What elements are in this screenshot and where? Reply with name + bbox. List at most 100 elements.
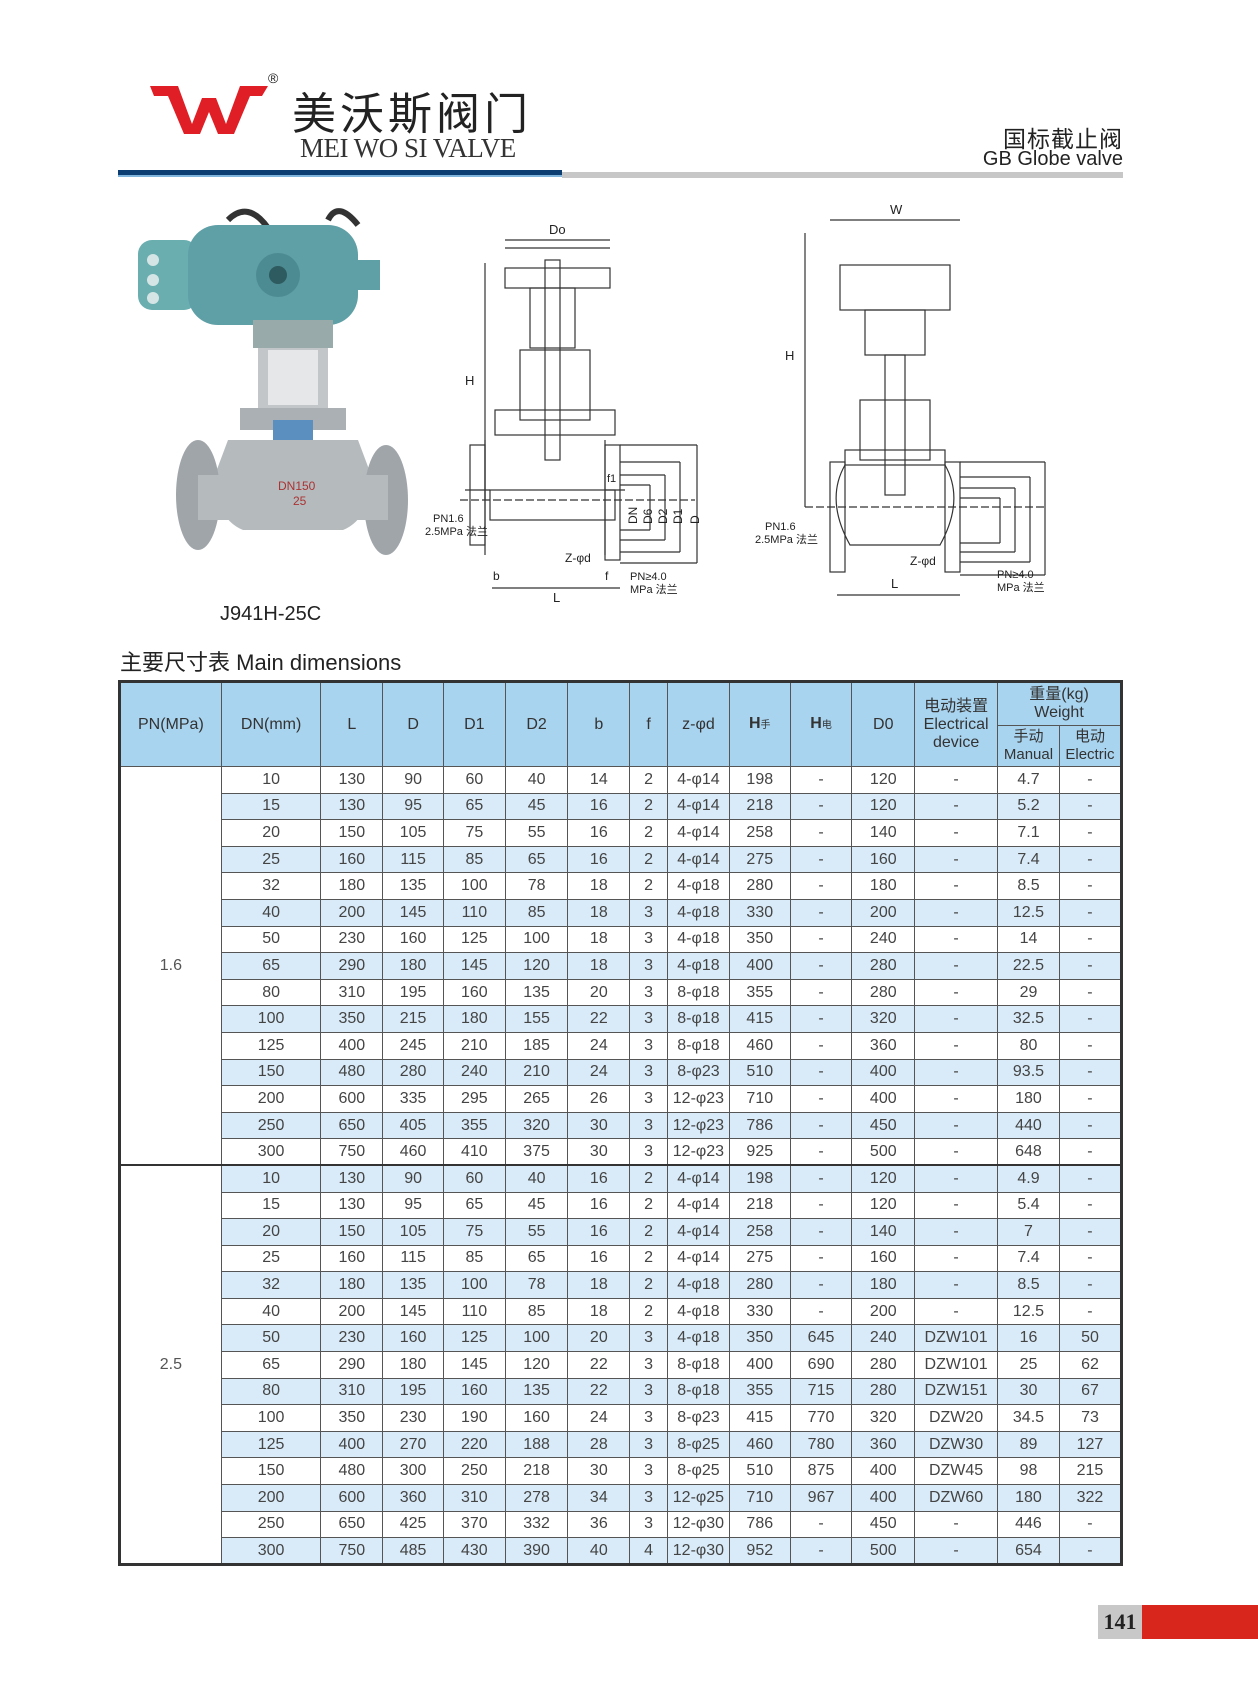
- label-pn-low-1: PN1.6: [433, 513, 464, 525]
- table-cell: 160: [320, 845, 384, 874]
- table-cell: 8-φ23: [666, 1404, 730, 1432]
- label-d1: D1: [671, 508, 685, 524]
- label-d6: D6: [641, 508, 655, 524]
- table-cell: -: [789, 792, 853, 821]
- table-cell: 648: [997, 1138, 1060, 1166]
- table-cell: 360: [382, 1484, 444, 1512]
- col-l: L: [320, 681, 384, 767]
- label-dn: DN: [626, 507, 640, 524]
- table-cell: 350: [728, 925, 791, 954]
- table-cell: -: [914, 1218, 999, 1246]
- table-cell: 230: [382, 1404, 444, 1432]
- table-cell: -: [789, 1191, 853, 1220]
- table-row: 150 480 300 250 218 30 3 8-φ25 510 875 400 DZW45 98 2…: [120, 1457, 1123, 1486]
- table-cell: 95: [382, 1191, 444, 1220]
- table-cell: 375: [504, 1138, 569, 1166]
- table-row: 65 290 180 145 120 22 3 8-φ18 400 690 280 DZW101 25 6…: [120, 1351, 1123, 1379]
- table-cell: 450: [851, 1111, 916, 1140]
- table-cell: 110: [442, 1297, 506, 1326]
- table-row: 200 600 335 295 265 26 3 12-φ23 710-400-180-: [120, 1085, 1123, 1113]
- table-cell: 3: [629, 1005, 668, 1033]
- table-cell: 4-φ14: [666, 1244, 730, 1273]
- table-cell: 155: [504, 1005, 569, 1033]
- table-cell: 400: [728, 952, 791, 980]
- table-cell: 400: [728, 1351, 791, 1379]
- table-cell: -: [789, 1297, 853, 1326]
- table-cell: 400: [851, 1085, 916, 1113]
- table-cell: -: [789, 1058, 853, 1087]
- table-cell: 415: [728, 1005, 791, 1033]
- table-cell: 40: [504, 1164, 569, 1193]
- label-f: f: [605, 569, 609, 583]
- table-cell: -: [914, 1244, 999, 1273]
- label-zd-electric: Z-φd: [910, 554, 936, 568]
- table-cell: 215: [382, 1005, 444, 1033]
- table-cell: 125: [442, 925, 506, 954]
- table-cell: 150: [320, 1218, 384, 1246]
- table-cell: 440: [997, 1111, 1060, 1140]
- table-cell: 180: [382, 952, 444, 980]
- table-cell: 750: [320, 1138, 384, 1166]
- table-cell: 105: [382, 1218, 444, 1246]
- table-cell: 4-φ18: [666, 952, 730, 980]
- table-cell: 140: [851, 1218, 916, 1246]
- table-cell: -: [914, 1510, 999, 1539]
- table-cell: -: [789, 898, 853, 927]
- table-cell: 2: [629, 1191, 668, 1220]
- table-cell: 750: [320, 1537, 384, 1565]
- table-cell: -: [914, 1085, 999, 1113]
- table-cell: 3: [629, 1351, 668, 1379]
- table-cell: 8.5: [997, 1271, 1060, 1299]
- table-cell: 350: [728, 1324, 791, 1353]
- table-cell: -: [1058, 766, 1123, 794]
- table-cell: -: [1058, 1164, 1123, 1193]
- table-cell: 18: [567, 1271, 631, 1299]
- table-cell: 875: [789, 1457, 853, 1486]
- table-cell: 230: [320, 1324, 384, 1353]
- table-row: 40 200 145 110 85 18 3 4-φ18 330-200-12.5-: [120, 898, 1123, 927]
- table-cell: 73: [1058, 1404, 1123, 1432]
- table-cell: 480: [320, 1457, 384, 1486]
- table-cell: 280: [728, 1271, 791, 1299]
- table-cell: 198: [728, 766, 791, 794]
- table-cell: 2: [629, 1164, 668, 1193]
- table-cell: 3: [629, 1138, 668, 1166]
- table-cell: 32: [220, 1271, 322, 1299]
- table-cell: -: [914, 952, 999, 980]
- table-cell: -: [1058, 925, 1123, 954]
- table-cell: DZW30: [914, 1430, 999, 1459]
- table-cell: 160: [442, 978, 506, 1007]
- table-cell: 310: [320, 978, 384, 1007]
- table-cell: 290: [320, 952, 384, 980]
- table-cell: 89: [997, 1430, 1060, 1459]
- table-cell: 115: [382, 845, 444, 874]
- table-cell: 510: [728, 1457, 791, 1486]
- table-cell: 16: [997, 1324, 1060, 1353]
- table-row: 50 230 160 125 100 20 3 4-φ18 350 645 240 DZW101 16 5…: [120, 1324, 1123, 1353]
- table-cell: 2: [629, 819, 668, 847]
- table-cell: 3: [629, 1457, 668, 1486]
- table-cell: 952: [728, 1537, 791, 1565]
- table-cell: 4-φ18: [666, 872, 730, 900]
- table-cell: 50: [220, 1324, 322, 1353]
- table-cell: 295: [442, 1085, 506, 1113]
- table-cell: 85: [442, 1244, 506, 1273]
- table-header: PN(MPa) DN(mm) L D D1 D2 b f z-φd H手 H电 …: [119, 681, 1123, 767]
- table-cell: 34: [567, 1484, 631, 1512]
- table-cell: 180: [997, 1484, 1060, 1512]
- table-cell: -: [914, 1271, 999, 1299]
- body-marking-pn: 25: [293, 494, 307, 508]
- table-cell: 355: [728, 978, 791, 1007]
- table-cell: 600: [320, 1085, 384, 1113]
- table-cell: -: [789, 872, 853, 900]
- table-cell: 2: [629, 1271, 668, 1299]
- table-cell: 215: [1058, 1457, 1123, 1486]
- table-cell: 180: [997, 1085, 1060, 1113]
- col-b: b: [567, 681, 631, 767]
- table-cell: 300: [382, 1457, 444, 1486]
- table-cell: 65: [442, 1191, 506, 1220]
- table-cell: 265: [504, 1085, 569, 1113]
- pn-group-cell: 1.6: [119, 766, 222, 1166]
- table-cell: 40: [567, 1537, 631, 1565]
- table-cell: 335: [382, 1085, 444, 1113]
